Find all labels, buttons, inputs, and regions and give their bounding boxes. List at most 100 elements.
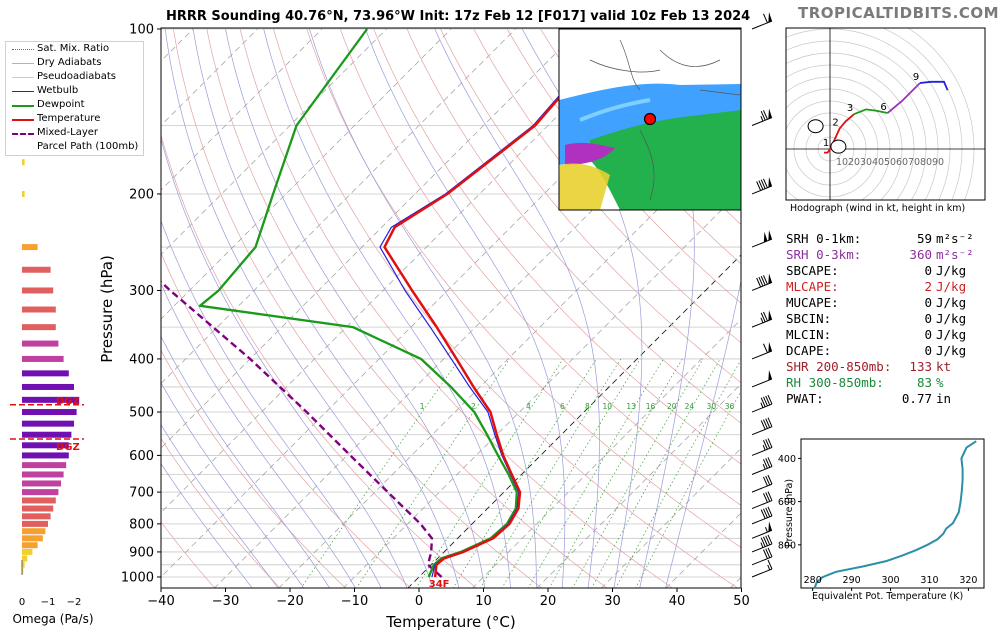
range-label: 20 [848,157,860,168]
omega-bar [22,409,77,416]
barb-flag [765,418,771,428]
range-label: 80 [920,157,932,168]
wind-barb [751,273,773,291]
barb-flag [762,508,768,518]
barb-flag [760,397,766,407]
temperature-line [383,28,620,578]
skewt-legend: Sat. Mix. Ratio Dry Adiabats Pseudoadiab… [5,41,144,156]
legend-swatch [12,91,34,92]
moist-adiabat [161,282,356,588]
mixing-ratio-label: 36 [725,402,735,411]
barb-flag [765,475,771,486]
x-tick-label: −40 [147,594,174,609]
map-content [559,29,741,210]
isotherm [536,383,741,588]
dry-adiabat [339,28,741,506]
legend-swatch [12,49,34,50]
mixing-ratio-label: 8 [585,402,590,411]
barb-flag [762,476,768,487]
barb-flag [767,559,773,570]
barb-flag [762,311,768,322]
legend-item: Parcel Path (100mb) [6,140,143,154]
mixing-ratio-label: 2 [471,402,476,411]
x-tick-label: 40 [669,594,686,609]
height-label: 2 [832,118,838,129]
y-tick-label: 1000 [121,571,154,586]
stat-value: 0 [924,327,932,342]
omega-bar [22,555,28,562]
stat-value: 0 [924,263,932,278]
isotherm [161,28,516,384]
barb-staff [751,543,773,553]
mixing-ratio-line [415,358,564,588]
y-tick-label: 500 [129,406,154,421]
moist-adiabat [161,463,253,588]
barb-half-flag [760,542,764,548]
stat-label: MLCIN: [786,327,832,342]
barb-flag [762,419,768,429]
range-label: 10 [836,157,848,168]
hodograph-content: 10 20 30 40 50 60 70 80 90 123 6 9 [786,28,985,200]
wind-barb [751,230,773,248]
barb-flag [760,420,766,430]
omega-axis-label: Omega (Pa/s) [12,612,93,626]
x-tick-label: 50 [733,594,750,609]
barb-flag [765,507,771,518]
y-tick-label: 700 [129,486,154,501]
dgz-label: DGZ [56,442,80,453]
mixing-ratio-line [572,358,704,588]
wind-barb [751,310,773,328]
legend-item: Sat. Mix. Ratio [6,42,143,56]
range-label: 70 [908,157,920,168]
wind-barb [751,108,773,126]
mixing-ratio-labels: 1 2 4 6 8 10 13 16 20 24 30 36 [420,402,735,411]
moist-adiabat [665,279,741,588]
barb-flag [760,111,766,121]
mixing-ratio-label: 13 [626,402,636,411]
omega-bar [22,548,33,555]
y-axis-label: Pressure (hPa) [98,255,116,363]
omega-bar [22,266,51,273]
dry-adiabat [161,521,216,588]
legend-swatch [12,105,34,107]
theta-x-tick-label: 310 [920,575,938,586]
barb-flag [762,178,768,188]
dry-adiabat [406,28,741,424]
moist-adiabat [521,28,643,588]
barb-staff [751,446,773,456]
sounding-parameters: SRH 0-1km: 59 m²s⁻² SRH 0-3km: 360 m²s⁻² SBC… [786,231,986,407]
theta-x-tick-label: 320 [959,575,977,586]
omega-bar [22,542,38,549]
legend-item: Dewpoint [6,98,143,112]
mixing-ratio-label: 20 [667,402,677,411]
dry-adiabat [161,349,346,588]
dry-adiabat [273,28,739,588]
x-tick-label: 30 [604,594,621,609]
stat-label: SBCIN: [786,311,832,326]
isotherm-zero [407,254,741,588]
omega-bar [22,442,69,449]
stat-unit: J/kg [936,295,967,310]
dry-adiabat [306,28,741,548]
legend-item: Temperature [6,112,143,126]
moist-adiabat [365,28,566,588]
storm-motion-marker [830,139,847,154]
barb-staff [751,281,773,291]
barb-flag [762,13,768,24]
dry-adiabat [473,28,741,344]
omega-bar [22,383,74,390]
wind-barb [751,457,773,475]
barb-pennant [763,231,768,243]
barb-staff [751,426,773,436]
theta-y-tick-label: 800 [778,540,796,551]
range-label: 50 [884,157,896,168]
isotherm [161,28,452,320]
barb-staff [751,556,773,566]
omega-bar [22,420,74,427]
stat-unit: J/kg [936,279,967,294]
barb-staff [751,117,773,126]
skewt-frame [160,27,742,589]
barb-half-flag [760,115,764,122]
legend-label: Pseudoadiabats [37,71,117,82]
